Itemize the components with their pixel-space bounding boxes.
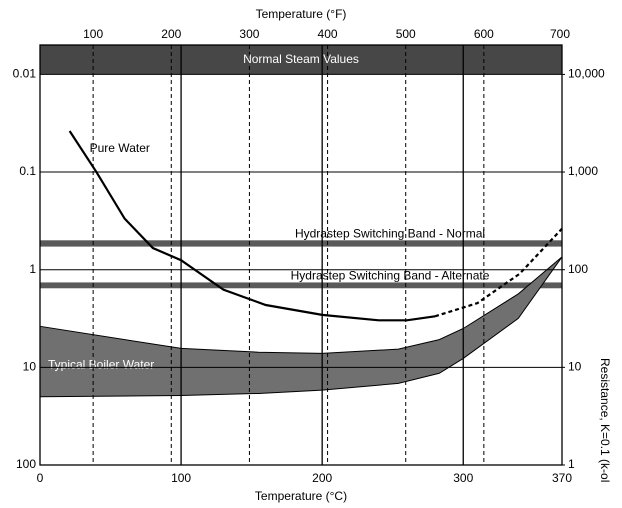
y2-tick-label: 1 — [568, 457, 575, 471]
x-tick-label: 200 — [312, 471, 332, 485]
x2-tick-label: 300 — [239, 27, 259, 41]
h-band — [40, 240, 562, 247]
h-band-label: Hydrastep Switching Band - Alternate — [291, 269, 490, 283]
line — [68, 130, 436, 322]
x2-tick-label: 600 — [474, 27, 494, 41]
y2-tick-label: 100 — [568, 262, 588, 276]
h-band — [40, 45, 562, 75]
y2-tick-label: 10,000 — [568, 67, 605, 81]
x2-tick-label: 500 — [396, 27, 416, 41]
x2-tick-label: 700 — [550, 27, 570, 41]
x-axis-title: Temperature (°C) — [255, 489, 347, 503]
area-band — [39, 256, 563, 398]
h-band — [40, 282, 562, 289]
y2-tick-label: 10 — [568, 360, 582, 374]
y-tick-label: 100 — [16, 457, 36, 471]
band-label: Typical Boiler Water — [48, 358, 154, 372]
line — [434, 227, 563, 318]
plot-frame — [39, 44, 563, 466]
x2-tick-label: 400 — [318, 27, 338, 41]
y-tick-label: 10 — [23, 360, 37, 374]
x2-tick-label: 100 — [83, 27, 103, 41]
x2-tick-label: 200 — [161, 27, 181, 41]
y2-axis-title: Resistance, K=0.1 (k-ol — [598, 358, 612, 482]
x-tick-label: 370 — [552, 471, 572, 485]
x-tick-label: 100 — [171, 471, 191, 485]
y-tick-label: 0.1 — [19, 164, 36, 178]
y2-tick-label: 1,000 — [568, 164, 598, 178]
x-tick-label: 0 — [37, 471, 44, 485]
series-label: Pure Water — [90, 141, 150, 155]
h-band-label: Hydrastep Switching Band - Normal — [295, 226, 485, 240]
x-tick-label: 300 — [453, 471, 473, 485]
h-band-label: Normal Steam Values — [243, 52, 359, 66]
y-tick-label: 0.01 — [13, 67, 37, 81]
x2-axis-title: Temperature (°F) — [256, 7, 347, 21]
y-tick-label: 1 — [29, 262, 36, 276]
